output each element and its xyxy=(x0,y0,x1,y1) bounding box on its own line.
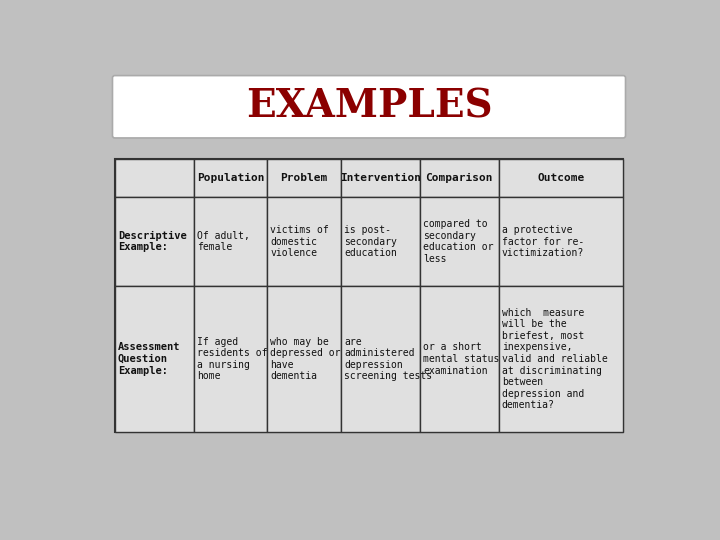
Text: a protective
factor for re-
victimization?: a protective factor for re- victimizatio… xyxy=(502,225,584,258)
Text: Descriptive
Example:: Descriptive Example: xyxy=(118,231,186,252)
Bar xyxy=(114,159,194,197)
Bar xyxy=(420,159,499,197)
Bar xyxy=(341,159,420,197)
Text: which  measure
will be the
briefest, most
inexpensive,
valid and reliable
at dis: which measure will be the briefest, most… xyxy=(502,308,608,410)
Text: Outcome: Outcome xyxy=(537,173,585,183)
Text: EXAMPLES: EXAMPLES xyxy=(246,88,492,126)
Bar xyxy=(194,286,267,432)
Bar xyxy=(499,286,624,432)
Text: Population: Population xyxy=(197,173,264,183)
Bar xyxy=(114,286,194,432)
Bar xyxy=(194,197,267,286)
Text: Problem: Problem xyxy=(281,173,328,183)
Text: Assessment
Question
Example:: Assessment Question Example: xyxy=(118,342,181,375)
Bar xyxy=(267,159,341,197)
Text: victims of
domestic
violence: victims of domestic violence xyxy=(271,225,329,258)
FancyBboxPatch shape xyxy=(112,76,626,138)
Text: Of adult,
female: Of adult, female xyxy=(197,231,250,252)
Bar xyxy=(194,159,267,197)
Text: is post-
secondary
education: is post- secondary education xyxy=(344,225,397,258)
Bar xyxy=(420,286,499,432)
Bar xyxy=(114,159,624,432)
Bar xyxy=(341,286,420,432)
Text: who may be
depressed or
have
dementia: who may be depressed or have dementia xyxy=(271,336,341,381)
Text: Intervention: Intervention xyxy=(340,173,421,183)
Bar xyxy=(267,286,341,432)
Bar xyxy=(420,197,499,286)
Bar xyxy=(267,197,341,286)
Text: are
administered
depression
screening tests: are administered depression screening te… xyxy=(344,336,432,381)
Bar xyxy=(499,197,624,286)
Bar xyxy=(499,159,624,197)
Text: compared to
secondary
education or
less: compared to secondary education or less xyxy=(423,219,493,264)
Text: or a short
mental status
examination: or a short mental status examination xyxy=(423,342,499,375)
Text: If aged
residents of
a nursing
home: If aged residents of a nursing home xyxy=(197,336,267,381)
Bar xyxy=(341,197,420,286)
Text: Comparison: Comparison xyxy=(426,173,493,183)
Bar xyxy=(114,197,194,286)
